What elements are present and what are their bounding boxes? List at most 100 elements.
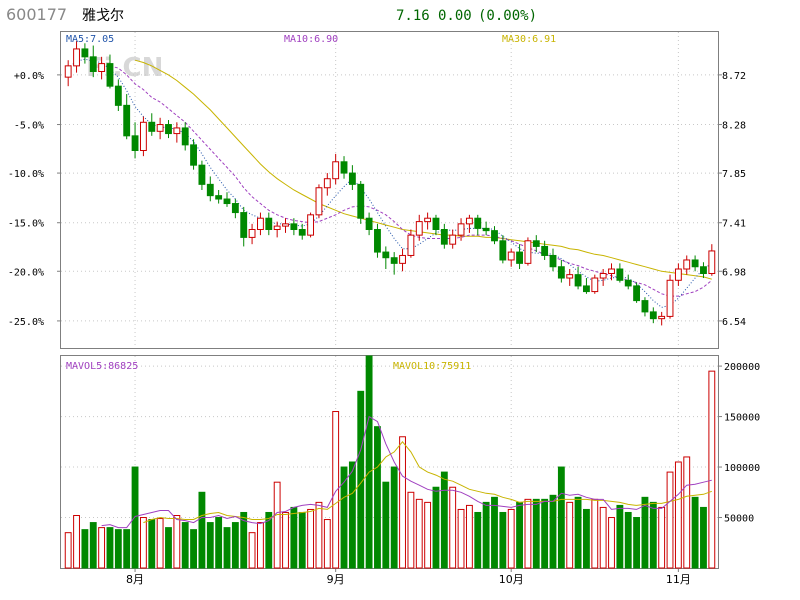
candle-up xyxy=(323,178,331,189)
candle-down xyxy=(374,229,381,253)
volume-tick-label: 200000 xyxy=(724,362,760,373)
candle-down xyxy=(181,127,189,146)
volume-bar-up xyxy=(524,498,532,569)
volume-bar-up xyxy=(591,498,599,569)
candle-up xyxy=(658,315,666,320)
candle-down xyxy=(557,266,565,279)
volume-bar-down xyxy=(265,511,273,569)
volume-bar-down xyxy=(700,506,707,569)
stock-name: 雅戈尔 xyxy=(82,8,124,24)
candle-up xyxy=(608,268,615,275)
stock-change-pct: (0.00%) xyxy=(478,8,537,24)
candle-down xyxy=(190,144,197,166)
watermark-logo: Fi.CN xyxy=(86,53,163,83)
volume-bar-down xyxy=(382,481,390,569)
price-tick-label: 6.98 xyxy=(722,267,746,278)
volume-bar-down xyxy=(516,501,523,569)
volume-tick-label: 150000 xyxy=(724,413,760,424)
percent-tick-label: +0.0% xyxy=(14,71,44,82)
legend-ma30: MA30:6.91 xyxy=(502,34,556,45)
candle-up xyxy=(248,229,256,238)
volume-bar-down xyxy=(482,501,490,569)
volume-bar-up xyxy=(173,515,181,569)
price-tick-label: 7.85 xyxy=(722,169,746,180)
volume-bar-down xyxy=(123,529,131,569)
volume-bar-up xyxy=(139,517,147,569)
volume-ma-lines xyxy=(101,415,712,529)
candle-up xyxy=(591,277,599,293)
candle-down xyxy=(499,240,507,261)
percent-tick-label: -25.0% xyxy=(8,317,44,328)
volume-bar-down xyxy=(574,496,582,569)
volume-bar-down xyxy=(348,461,356,569)
month-axis: 8月9月10月11月12月 xyxy=(126,568,691,586)
candle-down xyxy=(148,121,156,132)
volume-bar-up xyxy=(64,532,72,569)
candle-down xyxy=(624,279,632,287)
volume-bar-down xyxy=(223,527,231,569)
candle-up xyxy=(507,251,515,261)
candle-down xyxy=(131,135,139,151)
candle-up xyxy=(257,217,264,230)
candle-down xyxy=(206,183,214,197)
candle-down xyxy=(474,217,482,229)
legend-mavol5: MAVOL5:86825 xyxy=(66,361,138,372)
volume-bar-up xyxy=(257,522,264,569)
volume-bar-up xyxy=(73,515,80,569)
stock-price: 7.16 xyxy=(396,8,430,24)
candle-up xyxy=(424,217,432,223)
candle-up xyxy=(566,274,574,279)
candle-up xyxy=(407,234,415,256)
volume-bar-up xyxy=(674,461,682,569)
candle-up xyxy=(683,259,691,270)
candle-up xyxy=(315,187,323,216)
candle-up xyxy=(64,65,72,78)
mavol5-line xyxy=(101,415,712,529)
candle-down xyxy=(700,266,707,275)
candle-down xyxy=(390,257,398,264)
volume-bar-up xyxy=(683,456,691,569)
stock-change: 0.00 xyxy=(438,8,472,24)
candle-up xyxy=(457,223,465,236)
candle-up xyxy=(156,124,164,132)
percent-tick-label: -5.0% xyxy=(14,121,44,132)
volume-bar-up xyxy=(457,508,465,569)
volume-bar-down xyxy=(491,496,498,569)
candle-down xyxy=(549,254,557,268)
candle-down xyxy=(583,285,590,293)
price-tick-label: 6.54 xyxy=(722,317,746,328)
candle-up xyxy=(524,240,532,264)
volume-bar-up xyxy=(465,504,473,569)
candle-down xyxy=(114,85,122,106)
candle-up xyxy=(139,121,147,151)
candle-down xyxy=(574,274,582,287)
volume-tick-label: 50000 xyxy=(724,514,754,525)
volume-bar-up xyxy=(315,501,323,569)
price-tick-label: 7.41 xyxy=(722,219,746,230)
candle-up xyxy=(449,234,457,245)
candle-down xyxy=(491,230,498,242)
volume-bar-down xyxy=(633,517,641,569)
candle-up xyxy=(415,221,423,236)
volume-bar-up xyxy=(708,370,716,569)
volume-bar-up xyxy=(273,481,281,569)
volume-bar-down xyxy=(106,527,114,569)
month-label: 11月 xyxy=(666,573,691,586)
volume-bar-down xyxy=(240,511,248,569)
candle-down xyxy=(198,164,206,185)
legend-mavol10: MAVOL10:75911 xyxy=(393,361,471,372)
percent-tick-label: -15.0% xyxy=(8,219,44,230)
volume-bar-down xyxy=(474,511,482,569)
volume-bar-up xyxy=(332,411,340,569)
candle-up xyxy=(674,268,682,281)
volume-bar-up xyxy=(666,471,674,569)
candle-up xyxy=(332,161,340,180)
candle-up xyxy=(307,214,315,236)
candle-down xyxy=(81,48,89,58)
volume-bar-down xyxy=(649,501,657,569)
candle-down xyxy=(240,212,248,238)
volume-bar-up xyxy=(415,498,423,569)
candle-up xyxy=(73,48,80,67)
volume-tick-label: 100000 xyxy=(724,463,760,474)
